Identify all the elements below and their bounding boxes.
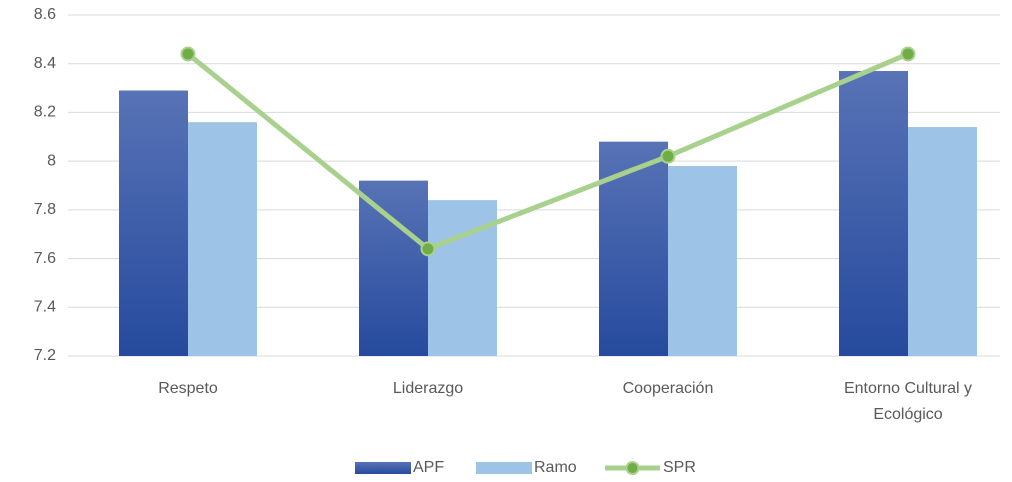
- bar: [428, 200, 497, 356]
- legend-label: SPR: [663, 459, 696, 476]
- y-tick-label: 7.4: [34, 299, 56, 316]
- legend-swatch: [476, 462, 532, 474]
- bar: [908, 127, 977, 357]
- bar: [359, 180, 428, 356]
- bar: [599, 141, 668, 356]
- x-tick-label: Entorno Cultural y Ecológico: [843, 380, 973, 423]
- x-tick-label: Respeto: [158, 380, 218, 397]
- line-marker: [900, 46, 916, 62]
- line-marker: [180, 46, 196, 62]
- y-tick-label: 8.2: [34, 104, 56, 121]
- bar: [839, 71, 908, 357]
- y-tick-label: 7.8: [34, 201, 56, 218]
- y-tick-label: 7.2: [34, 347, 56, 364]
- line-marker: [660, 148, 676, 164]
- bar: [188, 122, 257, 357]
- x-tick-label: Liderazgo: [392, 380, 464, 397]
- legend-label: APF: [413, 459, 444, 476]
- bar: [119, 90, 188, 356]
- line-series: [186, 51, 909, 252]
- x-tick-label: Cooperación: [622, 380, 714, 397]
- y-tick-label: 8: [47, 152, 56, 169]
- legend-swatch: [355, 462, 411, 474]
- y-tick-label: 8.4: [34, 55, 56, 72]
- legend-marker: [625, 461, 640, 475]
- legend-label: Ramo: [534, 459, 577, 476]
- y-tick-label: 7.6: [34, 250, 56, 267]
- y-tick-label: 8.6: [34, 6, 56, 23]
- line-marker: [420, 241, 436, 257]
- bar: [668, 166, 737, 356]
